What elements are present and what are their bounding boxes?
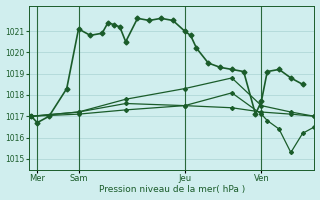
- X-axis label: Pression niveau de la mer( hPa ): Pression niveau de la mer( hPa ): [99, 185, 245, 194]
